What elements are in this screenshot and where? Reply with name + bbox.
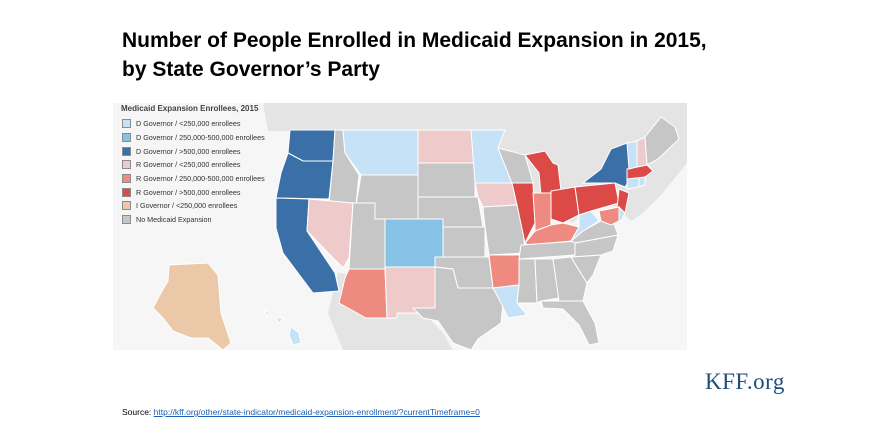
- legend-label: No Medicaid Expansion: [136, 215, 212, 225]
- state-south-dakota[interactable]: [417, 162, 476, 198]
- us-map: [113, 103, 687, 350]
- title-line-2: by State Governor’s Party: [122, 58, 380, 81]
- state-hawaii[interactable]: [264, 307, 302, 346]
- legend-label: R Governor / >500,000 enrollees: [136, 187, 241, 197]
- legend-label: R Governor / <250,000 enrollees: [136, 160, 241, 170]
- state-shapes: [275, 116, 680, 350]
- state-pennsylvania[interactable]: [574, 182, 620, 216]
- legend-title: Medicaid Expansion Enrollees, 2015: [121, 104, 259, 113]
- legend-item[interactable]: No Medicaid Expansion: [117, 213, 277, 227]
- legend-label: R Governor / 250,000-500,000 enrollees: [136, 174, 265, 184]
- source-line: Source: http://kff.org/other/state-indic…: [122, 407, 480, 417]
- map-legend: Medicaid Expansion Enrollees, 2015 D Gov…: [117, 104, 277, 227]
- legend-swatch: [122, 133, 131, 143]
- legend-item[interactable]: D Governor / <250,000 enrollees: [117, 117, 277, 131]
- alaska-hawaii: [152, 262, 302, 350]
- state-illinois[interactable]: [511, 182, 536, 245]
- state-maryland[interactable]: [598, 206, 620, 226]
- state-texas[interactable]: [411, 266, 504, 350]
- legend-item[interactable]: I Governor / <250,000 enrollees: [117, 199, 277, 213]
- state-alabama[interactable]: [534, 258, 560, 304]
- state-georgia[interactable]: [552, 256, 588, 302]
- state-rhode-island[interactable]: [638, 176, 646, 188]
- state-colorado[interactable]: [384, 218, 444, 268]
- legend-swatch: [122, 174, 131, 184]
- state-kansas[interactable]: [442, 226, 486, 258]
- legend-swatch: [122, 215, 131, 225]
- legend-label: D Governor / 250,000-500,000 enrollees: [136, 133, 265, 143]
- state-arkansas[interactable]: [488, 254, 522, 289]
- state-delaware[interactable]: [618, 205, 626, 222]
- legend-swatch: [122, 201, 131, 211]
- legend-swatch: [122, 187, 131, 197]
- legend-item[interactable]: R Governor / <250,000 enrollees: [117, 158, 277, 172]
- chart-title: Number of People Enrolled in Medicaid Ex…: [122, 26, 802, 84]
- state-nevada[interactable]: [306, 198, 354, 269]
- legend-label: I Governor / <250,000 enrollees: [136, 201, 238, 211]
- legend-item[interactable]: D Governor / 250,000-500,000 enrollees: [117, 131, 277, 145]
- kff-logo-text: KFF.org: [705, 369, 785, 394]
- state-alaska[interactable]: [152, 262, 232, 350]
- source-label: Source:: [122, 407, 152, 417]
- legend-swatch: [122, 160, 131, 170]
- legend-swatch: [122, 146, 131, 156]
- state-mississippi[interactable]: [516, 258, 538, 304]
- state-florida[interactable]: [540, 300, 600, 346]
- legend-swatch: [122, 119, 131, 129]
- legend-label: D Governor / <250,000 enrollees: [136, 119, 241, 129]
- legend-label: D Governor / >500,000 enrollees: [136, 146, 241, 156]
- title-line-1: Number of People Enrolled in Medicaid Ex…: [122, 29, 707, 52]
- state-michigan[interactable]: [524, 150, 562, 196]
- state-indiana[interactable]: [532, 192, 552, 232]
- state-vermont[interactable]: [626, 140, 638, 170]
- source-link[interactable]: http://kff.org/other/state-indicator/med…: [153, 407, 480, 417]
- state-north-dakota[interactable]: [417, 129, 476, 164]
- state-maine[interactable]: [644, 116, 680, 166]
- legend-item[interactable]: R Governor / 250,000-500,000 enrollees: [117, 172, 277, 186]
- state-ohio[interactable]: [550, 186, 580, 224]
- us-map-svg: [113, 103, 687, 350]
- legend-item[interactable]: R Governor / >500,000 enrollees: [117, 185, 277, 199]
- state-iowa[interactable]: [474, 182, 518, 208]
- legend-item[interactable]: D Governor / >500,000 enrollees: [117, 144, 277, 158]
